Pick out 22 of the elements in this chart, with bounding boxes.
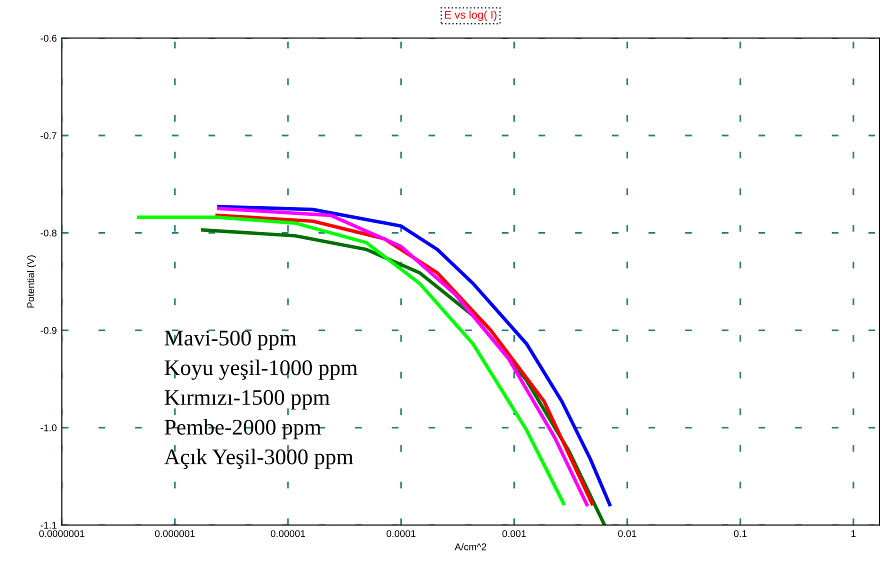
y-tick-label: -0.6 [40, 34, 57, 42]
y-tick-label: -0.9 [40, 327, 56, 334]
x-tick-label: 0.001 [502, 530, 526, 538]
y-tick-label: -1.1 [40, 522, 56, 529]
x-tick-label: 0.0001 [386, 530, 416, 538]
y-tick-label: -0.8 [40, 230, 57, 236]
x-axis-title: A/cm^2 [454, 543, 486, 550]
x-tick-label: 0.1 [734, 530, 747, 538]
x-tick-label: 1 [851, 530, 856, 537]
x-tick-label: 0.000001 [155, 530, 195, 538]
annotation: Açık Yeşil-3000 ppm [164, 448, 354, 469]
chart-title: E vs log( I) [445, 10, 496, 21]
y-tick-label: -1.0 [40, 424, 57, 432]
y-tick-label: -0.7 [40, 132, 56, 140]
annotation: Pembe-2000 ppm [164, 419, 322, 440]
x-tick-label: 0.01 [618, 530, 636, 538]
x-tick-label: 0.0000001 [39, 530, 84, 538]
annotation: Koyu yeşil-1000 ppm [164, 360, 358, 380]
y-axis-title: Potential (V) [26, 255, 36, 308]
x-tick-label: 0.00001 [270, 530, 306, 538]
annotation: Mavi-500 ppm [164, 330, 296, 350]
annotation: Kırmızı-1500 ppm [164, 390, 330, 410]
